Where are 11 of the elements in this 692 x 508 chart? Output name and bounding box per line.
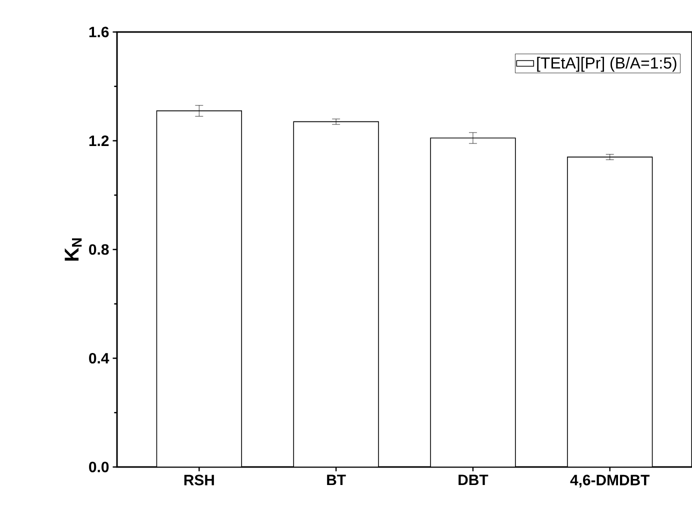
y-tick-label: 1.6 [89,26,109,38]
x-tick-label: BT [327,474,346,486]
y-tick-label: 0.0 [89,462,109,472]
y-tick-label: 0.8 [89,244,109,255]
x-tick-label: 4,6-DMDBT [570,474,650,488]
y-axis-title: K$_{N}$ [64,238,82,261]
x-tick-label: DBT [458,474,488,486]
y-tick-label: 1.2 [89,136,109,146]
x-tick-label: RSH [184,474,214,486]
y-tick-label: 0.4 [89,352,110,364]
legend-label: [TEtA][Pr] (B/A=1:5) [537,56,676,72]
